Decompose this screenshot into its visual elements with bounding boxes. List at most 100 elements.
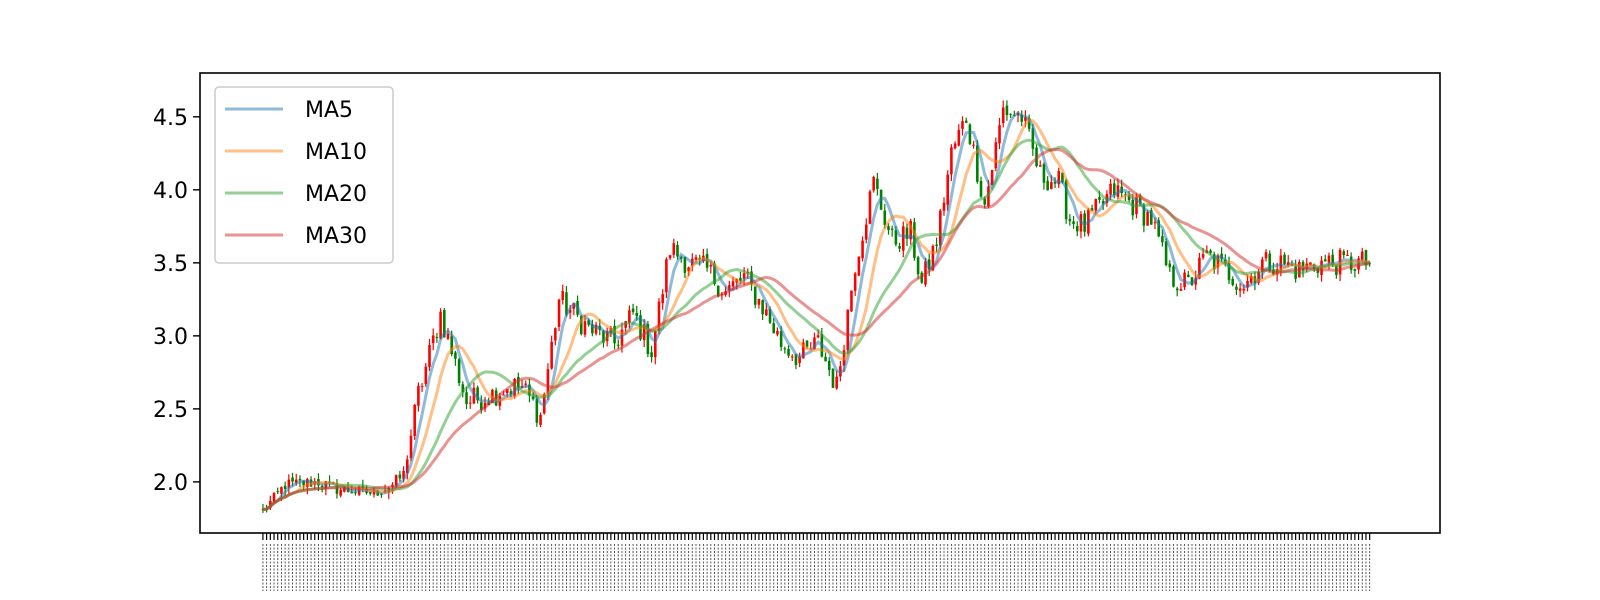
- series-line-ma30: [262, 147, 1370, 511]
- candle-body: [1231, 279, 1235, 286]
- candle: [890, 225, 894, 237]
- candle-body: [531, 396, 535, 400]
- series-line-ma5: [262, 111, 1371, 511]
- candle-body: [779, 330, 783, 347]
- candle-body: [465, 392, 468, 405]
- candle: [1075, 221, 1079, 237]
- candle: [468, 395, 472, 409]
- candle-body: [1364, 249, 1368, 266]
- candle: [1346, 249, 1349, 256]
- candle: [1009, 113, 1012, 118]
- candle-body: [1020, 114, 1024, 122]
- candle: [1172, 264, 1175, 288]
- candle-body: [339, 489, 342, 496]
- candle-body: [1064, 180, 1068, 220]
- y-axis-ticks: 2.0 2.5 3.0 3.5 4.0 4.5: [153, 106, 200, 496]
- candle: [935, 237, 938, 253]
- candle-body: [728, 285, 731, 291]
- candle-body: [272, 492, 276, 502]
- candle-body: [554, 328, 557, 341]
- candle-body: [405, 459, 409, 473]
- candle: [872, 175, 875, 193]
- candle-body: [1209, 250, 1212, 254]
- candle-body: [694, 257, 698, 260]
- y-tick-label: 4.0: [153, 179, 188, 204]
- candle: [831, 368, 835, 389]
- candle-body: [439, 311, 442, 339]
- candle: [1364, 249, 1368, 270]
- candle-body: [864, 224, 868, 240]
- candle: [861, 236, 864, 262]
- candle-body: [757, 298, 761, 305]
- candle-body: [446, 333, 450, 339]
- candle: [850, 290, 853, 313]
- candle-body: [976, 145, 979, 182]
- candle: [835, 370, 838, 390]
- candle: [946, 170, 949, 211]
- candle: [461, 381, 465, 398]
- candle-body: [942, 202, 946, 211]
- candle: [628, 305, 631, 329]
- candle-body: [898, 245, 901, 249]
- candle: [1161, 229, 1164, 247]
- candle-body: [972, 144, 975, 146]
- candle: [846, 309, 850, 355]
- candle-body: [909, 220, 912, 240]
- candle-body: [298, 478, 302, 481]
- candle-body: [587, 320, 590, 325]
- candle: [591, 319, 594, 337]
- candle: [901, 221, 905, 258]
- candle-body: [398, 474, 402, 479]
- candle: [417, 382, 420, 412]
- candle-body: [557, 299, 561, 327]
- candle: [994, 137, 998, 172]
- candle: [761, 299, 764, 321]
- candle-body: [1083, 213, 1086, 232]
- candle: [1175, 286, 1179, 297]
- candle-body: [291, 477, 294, 482]
- legend-label: MA20: [305, 182, 367, 207]
- candle-body: [709, 265, 713, 267]
- candle-body: [343, 487, 346, 492]
- candle: [1179, 282, 1183, 292]
- candle: [1146, 210, 1149, 226]
- candle-body: [1235, 286, 1238, 290]
- candle: [857, 256, 861, 277]
- candle: [961, 116, 964, 136]
- candle-body: [468, 402, 472, 404]
- legend: MA5 MA10 MA20 MA30: [214, 86, 394, 264]
- candle: [668, 254, 672, 261]
- candle-body: [450, 336, 453, 355]
- candle-body: [776, 330, 779, 335]
- candle: [942, 197, 946, 216]
- candle-body: [1327, 255, 1331, 263]
- candle-body: [354, 492, 357, 494]
- candle-body: [287, 479, 291, 488]
- legend-item-ma10: MA10: [225, 140, 367, 165]
- candle: [1046, 176, 1049, 191]
- candle-body: [1101, 201, 1105, 204]
- candle: [772, 318, 776, 334]
- candle-body: [443, 310, 446, 338]
- candle-body: [1227, 263, 1231, 281]
- candle-body: [887, 226, 890, 231]
- y-tick-label: 2.5: [153, 398, 188, 423]
- candle-body: [320, 485, 324, 488]
- candle-body: [1261, 259, 1264, 272]
- legend-label: MA30: [305, 224, 367, 249]
- candle-body: [835, 376, 838, 389]
- candle-body: [1212, 254, 1216, 270]
- candle: [790, 354, 794, 361]
- candle: [1164, 238, 1168, 267]
- y-tick-label: 3.0: [153, 325, 188, 350]
- candle: [602, 329, 605, 348]
- candle-body: [1161, 236, 1164, 243]
- candle-body: [550, 341, 553, 369]
- candle: [653, 330, 657, 365]
- candle: [868, 189, 872, 225]
- candle-body: [868, 191, 872, 224]
- candle-body: [890, 228, 894, 230]
- candle-body: [1068, 219, 1072, 222]
- candle-body: [672, 243, 676, 255]
- candle-body: [805, 340, 809, 347]
